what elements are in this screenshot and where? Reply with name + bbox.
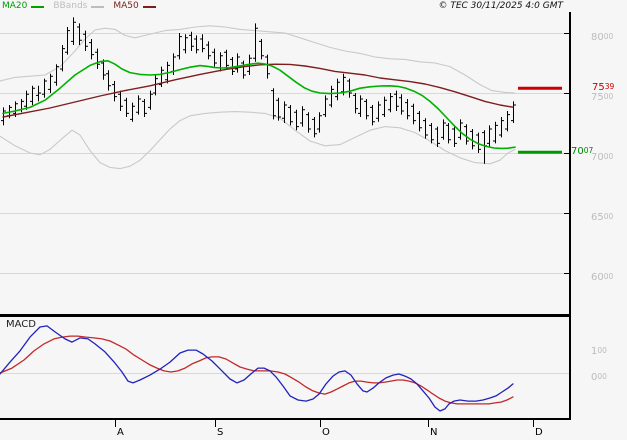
y-axis-label-6500: 6500 bbox=[591, 211, 614, 224]
macd-y-label-000: 000 bbox=[591, 371, 607, 384]
legend-label: BBands bbox=[53, 1, 88, 11]
price-bars bbox=[1, 17, 516, 164]
legend-line-swatch bbox=[142, 5, 156, 8]
month-label-N: N bbox=[430, 427, 438, 438]
y-axis-label-6000: 6000 bbox=[591, 271, 614, 284]
month-label-S: S bbox=[217, 427, 224, 438]
level-label-7007: 7007 bbox=[571, 145, 594, 158]
panel-borders bbox=[0, 12, 571, 427]
y-axis-label-7500: 7500 bbox=[591, 91, 614, 104]
bollinger-bands bbox=[0, 25, 516, 170]
legend-line-swatch bbox=[31, 5, 45, 8]
y-axis-label-8000: 8000 bbox=[591, 31, 614, 44]
level-label-7539: 7539 bbox=[592, 81, 615, 94]
month-label-A: A bbox=[117, 427, 124, 438]
copyright-text: © TEC 30/11/2025 4:0 GMT bbox=[438, 1, 563, 11]
legend: MA20 BBands MA50 bbox=[2, 1, 156, 12]
legend-item-ma50: MA50 bbox=[113, 1, 156, 12]
gridlines bbox=[0, 33, 569, 374]
legend-line-swatch bbox=[91, 5, 105, 8]
month-label-D: D bbox=[535, 427, 543, 438]
legend-label: MA20 bbox=[2, 1, 28, 11]
legend-item-bbands: BBands bbox=[53, 1, 105, 12]
month-label-O: O bbox=[322, 427, 330, 438]
macd-y-label-100: 100 bbox=[591, 345, 607, 358]
legend-label: MA50 bbox=[113, 1, 139, 11]
macd-panel-label: MACD bbox=[6, 319, 36, 330]
y-axis-label-7000: 7000 bbox=[591, 151, 614, 164]
moving-averages bbox=[2, 60, 516, 150]
legend-item-ma20: MA20 bbox=[2, 1, 45, 12]
macd-lines bbox=[0, 325, 514, 412]
level-lines bbox=[518, 86, 562, 154]
